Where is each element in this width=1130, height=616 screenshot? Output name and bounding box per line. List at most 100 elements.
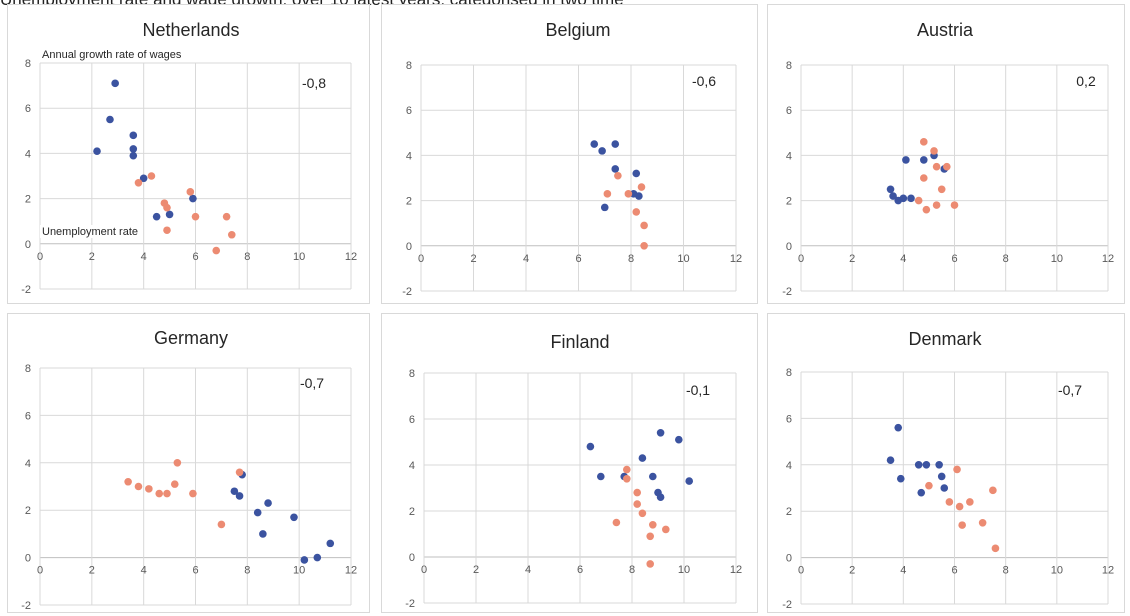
chart-4-point-salmon-7 bbox=[646, 560, 654, 568]
chart-1-ytick-6: 6 bbox=[406, 105, 412, 117]
chart-4-ytick-0: 0 bbox=[409, 552, 415, 564]
chart-5-ytick--2: -2 bbox=[782, 599, 792, 611]
chart-0-xlabel-bg bbox=[40, 225, 140, 238]
chart-0-point-blue-2 bbox=[111, 79, 119, 88]
chart-0-xtick-12: 12 bbox=[345, 251, 357, 263]
chart-3-xtick-10: 10 bbox=[293, 565, 305, 577]
chart-1-point-salmon-0 bbox=[603, 190, 612, 198]
chart-5-point-blue-7 bbox=[937, 472, 946, 481]
chart-panel-netherlands: -2 0 2 4 6 8 0 2 4 6 8 10 12 Netherlands -0,8 Annual gr… bbox=[7, 4, 370, 304]
chart-1-xtick-10: 10 bbox=[677, 253, 689, 265]
chart-2-point-blue-5 bbox=[907, 194, 915, 203]
chart-3-xtick-8: 8 bbox=[244, 565, 250, 577]
chart-1-point-blue-0 bbox=[590, 140, 599, 148]
chart-3-title: Germany bbox=[154, 328, 228, 348]
chart-2-point-salmon-8 bbox=[943, 162, 951, 171]
chart-1-point-blue-7 bbox=[635, 192, 643, 200]
chart-2-annotation: 0,2 bbox=[1076, 73, 1096, 89]
chart-1-ytick-4: 4 bbox=[406, 150, 412, 162]
chart-5-xtick-4: 4 bbox=[900, 565, 906, 577]
chart-0-xlabel: Unemployment rate bbox=[42, 226, 138, 238]
chart-2-point-salmon-6 bbox=[932, 201, 941, 209]
chart-panel-denmark: -2 0 2 4 6 8 0 2 4 6 8 10 12 Denmark -0,7 bbox=[767, 313, 1125, 613]
chart-0-xtick-10: 10 bbox=[293, 251, 305, 263]
chart-1-point-salmon-2 bbox=[624, 190, 633, 198]
chart-3-point-salmon-6 bbox=[173, 459, 182, 467]
chart-3-point-blue-4 bbox=[259, 530, 267, 538]
chart-2-xtick-0: 0 bbox=[798, 253, 804, 265]
chart-panel-austria: -2 0 2 4 6 8 0 2 4 6 8 10 12 Austria 0,2 bbox=[767, 4, 1125, 304]
chart-5-ytick-4: 4 bbox=[786, 460, 792, 472]
chart-4-xtick-0: 0 bbox=[421, 564, 427, 576]
chart-germany: -2 0 2 4 6 8 0 2 4 6 8 10 12 Germany -0,7 bbox=[21, 328, 357, 612]
chart-0-ytick-2: 2 bbox=[25, 194, 31, 206]
chart-4-point-salmon-6 bbox=[646, 532, 654, 541]
chart-3-point-salmon-9 bbox=[235, 468, 244, 477]
chart-3-point-salmon-5 bbox=[170, 480, 179, 488]
chart-4-point-blue-8 bbox=[675, 435, 683, 444]
chart-0-title: Netherlands bbox=[142, 20, 239, 40]
chart-5-point-salmon-3 bbox=[955, 502, 964, 511]
chart-0-point-salmon-6 bbox=[191, 212, 200, 221]
chart-5-point-blue-6 bbox=[935, 461, 943, 469]
chart-3-point-blue-7 bbox=[300, 556, 309, 564]
chart-3-point-salmon-4 bbox=[163, 489, 171, 498]
chart-5-annotation: -0,7 bbox=[1058, 382, 1082, 398]
chart-1-ytick-8: 8 bbox=[406, 60, 412, 72]
chart-2-xtick-8: 8 bbox=[1003, 253, 1009, 265]
chart-1-point-blue-2 bbox=[600, 203, 609, 212]
chart-3-annotation: -0,7 bbox=[300, 375, 324, 391]
chart-2-point-salmon-7 bbox=[937, 185, 946, 194]
chart-5-xtick-6: 6 bbox=[951, 565, 957, 577]
chart-2-xtick-12: 12 bbox=[1102, 253, 1114, 265]
chart-2-xtick-6: 6 bbox=[951, 253, 957, 265]
chart-5-point-blue-0 bbox=[886, 456, 895, 464]
chart-3-ytick--2: -2 bbox=[21, 600, 31, 612]
chart-2-point-blue-3 bbox=[899, 194, 908, 203]
chart-1-annotation: -0,6 bbox=[692, 73, 716, 89]
chart-0-ytick-6: 6 bbox=[25, 103, 31, 115]
chart-1-point-blue-4 bbox=[611, 165, 620, 173]
chart-0-point-blue-0 bbox=[93, 147, 101, 155]
chart-3-point-blue-9 bbox=[326, 539, 335, 548]
chart-2-xtick-4: 4 bbox=[900, 253, 906, 265]
chart-2-point-salmon-2 bbox=[920, 174, 928, 182]
chart-5-xtick-8: 8 bbox=[1003, 565, 1009, 577]
chart-5-point-salmon-8 bbox=[991, 544, 1000, 553]
chart-1-point-salmon-1 bbox=[614, 171, 622, 180]
chart-5-point-blue-4 bbox=[917, 488, 926, 497]
chart-4-point-salmon-0 bbox=[612, 518, 621, 527]
chart-1-xtick-4: 4 bbox=[523, 253, 529, 265]
chart-1-point-blue-6 bbox=[632, 169, 641, 178]
chart-4-point-salmon-3 bbox=[633, 488, 641, 497]
chart-5-xtick-12: 12 bbox=[1102, 565, 1114, 577]
chart-1-point-blue-1 bbox=[598, 147, 606, 155]
chart-4-point-blue-4 bbox=[649, 472, 657, 481]
chart-3-point-blue-5 bbox=[264, 499, 272, 507]
chart-1-point-blue-3 bbox=[611, 140, 620, 148]
chart-3-xtick-6: 6 bbox=[192, 565, 198, 577]
chart-0-point-blue-6 bbox=[139, 174, 148, 183]
chart-0-xtick-0: 0 bbox=[37, 251, 43, 263]
chart-4-ytick-2: 2 bbox=[409, 506, 415, 518]
chart-5-point-salmon-6 bbox=[978, 519, 987, 527]
chart-0-point-salmon-7 bbox=[212, 246, 221, 255]
chart-5-point-salmon-4 bbox=[958, 521, 966, 529]
chart-3-xtick-2: 2 bbox=[89, 565, 95, 577]
chart-1-xtick-0: 0 bbox=[418, 253, 424, 265]
chart-0-point-salmon-5 bbox=[186, 188, 195, 196]
chart-4-point-blue-6 bbox=[656, 493, 665, 501]
chart-0-point-blue-5 bbox=[129, 151, 138, 160]
chart-finland: -2 0 2 4 6 8 0 2 4 6 8 10 12 Finland -0,1 bbox=[405, 332, 742, 610]
chart-1-point-salmon-4 bbox=[637, 183, 646, 191]
chart-4-point-salmon-5 bbox=[638, 509, 647, 518]
chart-2-xtick-2: 2 bbox=[849, 253, 855, 265]
chart-0-annotation: -0,8 bbox=[302, 75, 326, 91]
chart-2-ytick-6: 6 bbox=[786, 105, 792, 117]
chart-4-point-salmon-2 bbox=[623, 475, 631, 483]
chart-3-point-salmon-1 bbox=[134, 482, 143, 491]
chart-2-ytick-2: 2 bbox=[786, 196, 792, 208]
chart-2-point-salmon-3 bbox=[922, 205, 931, 214]
chart-0-ytick-8: 8 bbox=[25, 58, 31, 70]
chart-3-xtick-12: 12 bbox=[345, 565, 357, 577]
